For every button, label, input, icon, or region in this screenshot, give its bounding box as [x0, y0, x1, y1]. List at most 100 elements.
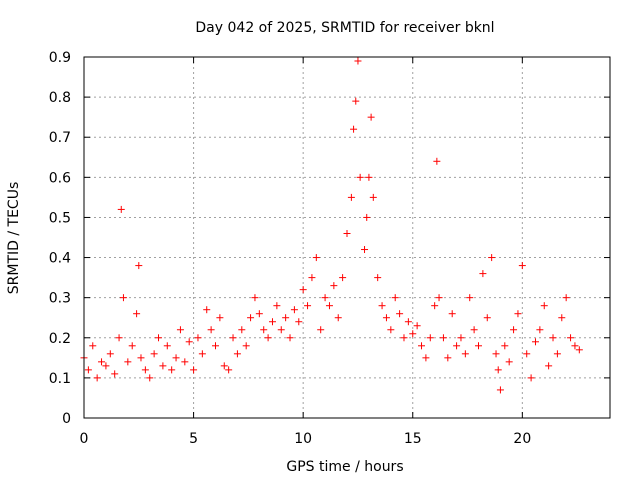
data-point [273, 302, 281, 310]
data-point [396, 310, 404, 318]
data-point [229, 334, 237, 342]
data-point [540, 302, 548, 310]
chart-title: Day 042 of 2025, SRMTID for receiver bkn… [195, 20, 494, 36]
data-point [575, 346, 583, 354]
y-tick-label: 0.7 [49, 130, 71, 146]
data-point [330, 282, 338, 290]
data-point [562, 294, 570, 302]
data-point [308, 274, 316, 282]
data-point [233, 350, 241, 358]
data-point [361, 246, 369, 254]
data-point [220, 362, 228, 370]
data-point [111, 370, 119, 378]
data-point [150, 350, 158, 358]
y-axis-label: SRMTID / TECUs [6, 182, 22, 295]
data-point [461, 350, 469, 358]
grid [84, 57, 610, 418]
data-point [523, 350, 531, 358]
data-point [409, 330, 417, 338]
data-point [475, 342, 482, 350]
data-point [128, 342, 136, 350]
data-point [433, 157, 441, 165]
data-point [98, 358, 106, 366]
data-point [225, 366, 233, 374]
data-point [312, 254, 320, 262]
data-point [321, 294, 329, 302]
data-point [334, 314, 342, 322]
data-point [431, 302, 439, 310]
data-point [238, 326, 246, 334]
y-tick-label: 0.1 [49, 371, 71, 387]
y-tick-label: 0.9 [49, 50, 71, 66]
x-tick-label: 10 [294, 431, 312, 447]
data-point [264, 334, 272, 342]
data-point [282, 314, 290, 322]
data-point [553, 350, 561, 358]
data-point [286, 334, 294, 342]
y-tick-label: 0.8 [49, 90, 71, 106]
data-point [155, 334, 163, 342]
y-tick-label: 0.4 [49, 251, 71, 267]
data-point [141, 366, 149, 374]
data-point [363, 213, 371, 221]
plot-frame [83, 56, 611, 419]
data-point [510, 326, 518, 334]
data-point [531, 338, 539, 346]
data-point [203, 306, 211, 314]
data-point [190, 366, 198, 374]
data-point [439, 334, 447, 342]
x-tick-label: 0 [80, 431, 89, 447]
data-point [84, 366, 92, 374]
data-point [492, 350, 500, 358]
data-point [115, 334, 123, 342]
data-point [207, 326, 215, 334]
data-point [453, 342, 461, 350]
data-point [518, 262, 526, 270]
data-point [176, 326, 184, 334]
data-point [369, 193, 377, 201]
data-point [378, 302, 386, 310]
data-point [93, 374, 101, 382]
data-point [216, 314, 224, 322]
data-point [391, 294, 399, 302]
data-point [558, 314, 566, 322]
data-point [260, 326, 268, 334]
data-point [102, 362, 110, 370]
data-point [365, 173, 373, 181]
data-point [350, 125, 358, 133]
tick-labels: 0 0.1 0.2 0.3 0.4 0.5 0.6 0.7 0.8 0.9 0 5 10 15 20 [49, 50, 532, 447]
data-point [117, 205, 125, 213]
data-point [382, 314, 390, 322]
x-tick-label: 20 [513, 431, 531, 447]
data-point [135, 262, 143, 270]
data-point [106, 350, 114, 358]
data-point [356, 173, 364, 181]
data-point [347, 193, 355, 201]
data-point [527, 374, 535, 382]
data-point [339, 274, 347, 282]
data-point [343, 229, 351, 237]
data-point [501, 342, 509, 350]
y-tick-label: 0.2 [49, 331, 71, 347]
data-point [198, 350, 206, 358]
data-point [448, 310, 456, 318]
data-points [80, 57, 583, 394]
data-point [89, 342, 97, 350]
data-point [325, 302, 333, 310]
data-point [133, 310, 141, 318]
data-point [352, 97, 360, 105]
data-point [304, 302, 312, 310]
data-point [268, 318, 276, 326]
data-point [470, 326, 478, 334]
data-point [255, 310, 263, 318]
data-point [479, 270, 487, 278]
data-point [277, 326, 285, 334]
data-point [514, 310, 522, 318]
data-point [496, 386, 504, 394]
data-point [290, 306, 298, 314]
data-point [146, 374, 154, 382]
x-tick-label: 15 [404, 431, 422, 447]
data-point [404, 318, 412, 326]
data-point [426, 334, 434, 342]
y-tick-label: 0.6 [49, 170, 71, 186]
